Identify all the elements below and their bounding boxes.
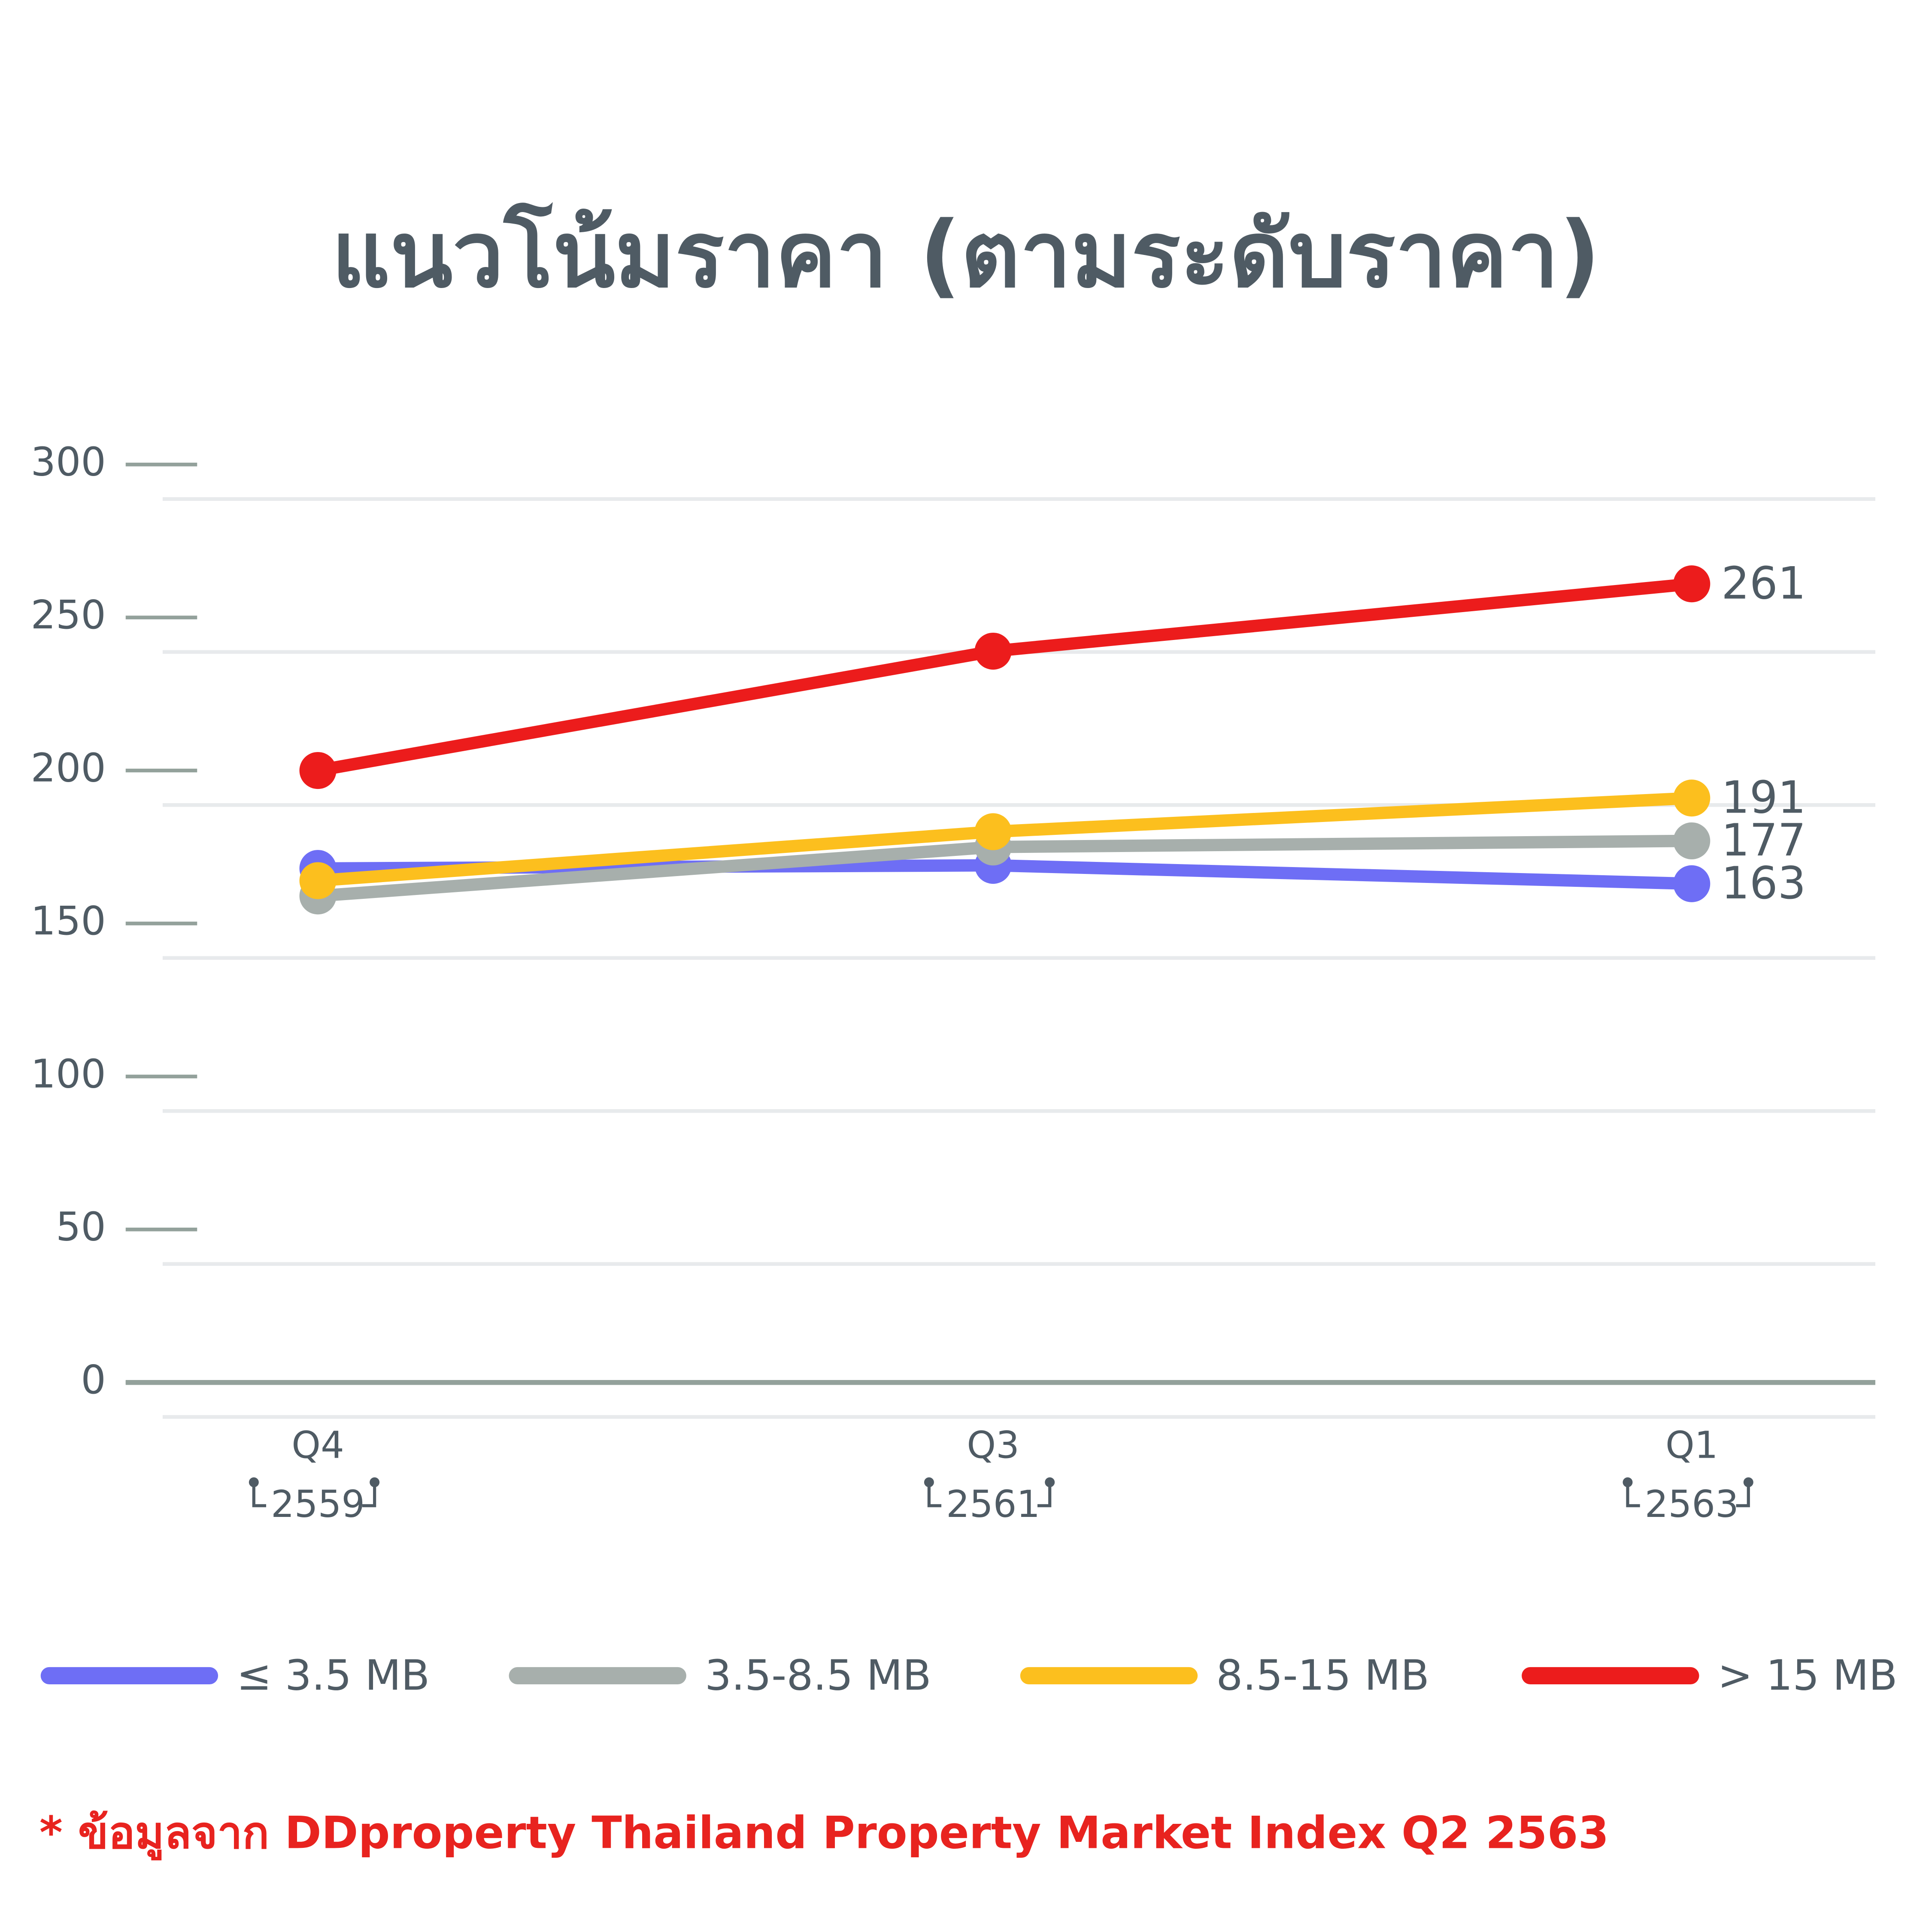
y-tick-label: 150 [31,898,106,944]
bracket-dot [1743,1477,1753,1487]
bracket-dot [1045,1477,1055,1487]
bracket [927,1482,1052,1507]
x-tick-year: 2559 [271,1483,365,1526]
bracket-dot [924,1477,934,1487]
x-tick-year: 2563 [1645,1483,1739,1526]
point [1673,565,1711,603]
bracket-dot [370,1477,380,1487]
legend-label: 3.5-8.5 MB [705,1651,931,1700]
x-tick-label: Q3 [967,1424,1019,1467]
data-label: 261 [1721,558,1806,609]
bracket-dot [1623,1477,1633,1487]
point [1673,779,1711,817]
point [1673,865,1711,902]
data-label: 191 [1721,772,1806,823]
point [974,813,1012,850]
y-tick-label: 0 [81,1357,106,1403]
x-tick-year: 2561 [946,1483,1040,1526]
footnote: * ข้อมูลจาก DDproperty Thailand Property… [39,1807,1609,1860]
x-tick-label: Q4 [291,1424,344,1467]
bracket-dot [249,1477,259,1487]
data-label: 177 [1721,815,1806,866]
y-tick-label: 50 [56,1204,106,1250]
data-label: 163 [1721,858,1806,909]
point [974,632,1012,670]
bracket [1626,1482,1750,1507]
point [299,862,337,899]
legend-label: 8.5-15 MB [1216,1651,1429,1700]
legend-label: > 15 MB [1718,1651,1898,1700]
y-tick-label: 200 [31,745,106,791]
y-tick-label: 250 [31,592,106,638]
series-line [317,577,1692,777]
legend-label: ≤ 3.5 MB [237,1651,430,1700]
x-tick-label: Q1 [1665,1424,1718,1467]
bracket [252,1482,376,1507]
y-tick-label: 100 [31,1051,106,1097]
point [299,752,337,789]
chart-title: แนวโน้มราคา (ตามระดับราคา) [331,202,1600,308]
y-tick-label: 300 [31,439,106,485]
point [1673,822,1711,860]
